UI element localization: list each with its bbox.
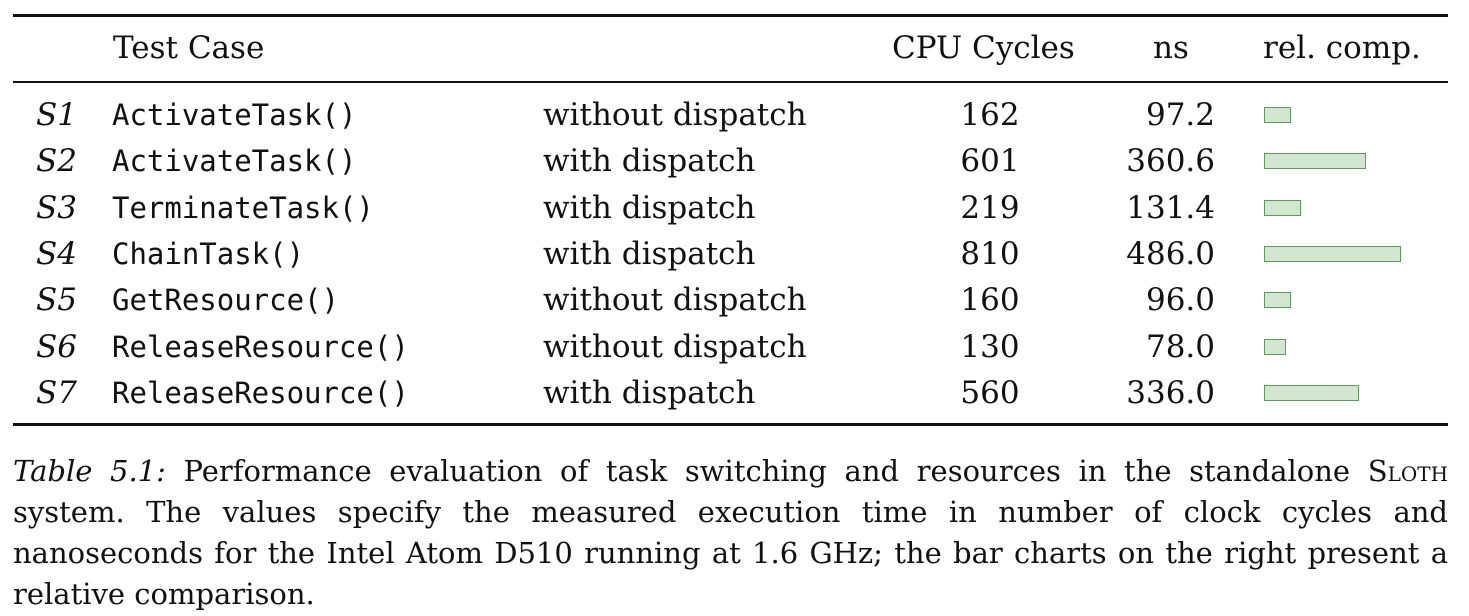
table-row: S2 ActivateTask() with dispatch 601 360.…	[0, 138, 1469, 184]
row-id: S5	[36, 282, 77, 318]
caption-system-name: Sloth	[1367, 454, 1449, 488]
row-id: S4	[36, 236, 77, 272]
row-id: S1	[36, 97, 77, 133]
dispatch-mode: without dispatch	[543, 97, 807, 133]
function-name: ChainTask()	[112, 237, 305, 271]
relative-comparison-bar	[1264, 107, 1291, 123]
relative-comparison-bar	[1264, 292, 1291, 308]
dispatch-mode: with dispatch	[543, 236, 756, 272]
caption-text-after: system. The values specify the measured …	[13, 495, 1448, 611]
cpu-cycles-value: 219	[960, 190, 1020, 226]
table-row: S7 ReleaseResource() with dispatch 560 3…	[0, 370, 1469, 416]
table-row: S3 TerminateTask() with dispatch 219 131…	[0, 185, 1469, 231]
row-id: S7	[36, 375, 77, 411]
cpu-cycles-value: 160	[960, 282, 1020, 318]
ns-value: 336.0	[1126, 375, 1215, 411]
cpu-cycles-value: 601	[960, 143, 1020, 179]
table-bottom-rule	[13, 423, 1448, 426]
header-cpu-cycles: CPU Cycles	[892, 30, 1075, 66]
function-name: ReleaseResource()	[112, 330, 409, 364]
dispatch-mode: without dispatch	[543, 329, 807, 365]
relative-comparison-bar	[1264, 153, 1366, 169]
row-id: S3	[36, 190, 77, 226]
relative-comparison-bar	[1264, 246, 1401, 262]
dispatch-mode: without dispatch	[543, 282, 807, 318]
table-row: S5 GetResource() without dispatch 160 96…	[0, 277, 1469, 323]
cpu-cycles-value: 162	[960, 97, 1020, 133]
relative-comparison-bar	[1264, 385, 1359, 401]
row-id: S2	[36, 143, 77, 179]
caption-text-before: Performance evaluation of task switching…	[183, 454, 1351, 488]
ns-value: 131.4	[1126, 190, 1215, 226]
relative-comparison-bar	[1264, 339, 1286, 355]
cpu-cycles-value: 810	[960, 236, 1020, 272]
ns-value: 486.0	[1126, 236, 1215, 272]
table-header-rule	[13, 81, 1448, 83]
cpu-cycles-value: 130	[960, 329, 1020, 365]
ns-value: 360.6	[1126, 143, 1215, 179]
cpu-cycles-value: 560	[960, 375, 1020, 411]
table-row: S6 ReleaseResource() without dispatch 13…	[0, 324, 1469, 370]
caption-label: Table 5.1:	[13, 454, 166, 488]
function-name: TerminateTask()	[112, 191, 374, 225]
dispatch-mode: with dispatch	[543, 190, 756, 226]
function-name: ActivateTask()	[112, 98, 357, 132]
header-test-case: Test Case	[113, 30, 265, 66]
function-name: GetResource()	[112, 283, 339, 317]
dispatch-mode: with dispatch	[543, 143, 756, 179]
table-row: S1 ActivateTask() without dispatch 162 9…	[0, 92, 1469, 138]
table-row: S4 ChainTask() with dispatch 810 486.0	[0, 231, 1469, 277]
dispatch-mode: with dispatch	[543, 375, 756, 411]
ns-value: 97.2	[1145, 97, 1215, 133]
ns-value: 78.0	[1145, 329, 1215, 365]
header-rel-comp: rel. comp.	[1263, 30, 1421, 66]
header-ns: ns	[1153, 30, 1189, 66]
table-top-rule	[13, 14, 1448, 17]
ns-value: 96.0	[1145, 282, 1215, 318]
relative-comparison-bar	[1264, 200, 1301, 216]
function-name: ActivateTask()	[112, 144, 357, 178]
table-caption: Table 5.1: Performance evaluation of tas…	[13, 451, 1448, 615]
row-id: S6	[36, 329, 77, 365]
function-name: ReleaseResource()	[112, 376, 409, 410]
